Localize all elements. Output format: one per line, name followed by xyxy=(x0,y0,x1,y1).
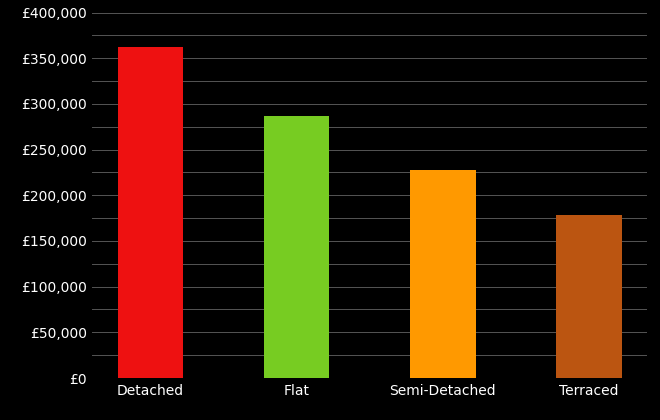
Bar xyxy=(410,170,475,378)
Bar xyxy=(117,47,183,378)
Bar xyxy=(556,215,622,378)
Bar xyxy=(264,116,329,378)
